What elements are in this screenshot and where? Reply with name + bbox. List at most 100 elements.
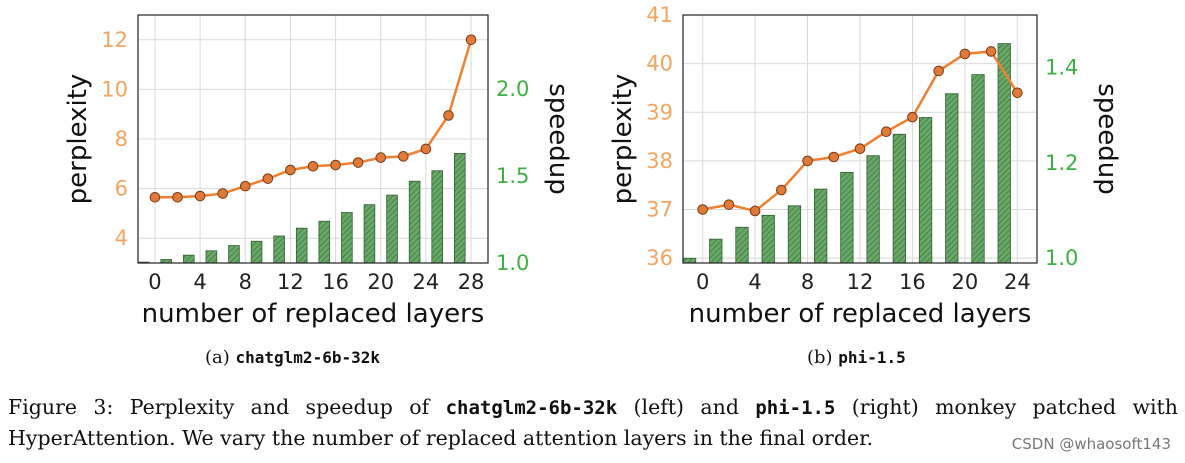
chart-a-perplexity-point — [217, 188, 228, 199]
chart-a-speedup-bar — [363, 204, 376, 264]
subplot-caption-a: (a) chatglm2-6b-32k — [205, 347, 380, 368]
chart-b-perplexity-point — [1012, 87, 1023, 99]
chart-b-perplexity-point — [985, 46, 997, 57]
chart-a-speedup-bar — [431, 170, 443, 264]
chart-a-perplexity-point — [443, 110, 454, 121]
chart-a-y-left-tick-label: 12 — [101, 28, 128, 52]
chart-b-speedup-bar — [814, 188, 828, 264]
chart-b-y-left-tick-label: 39 — [646, 100, 673, 124]
chart-a-perplexity-point — [307, 160, 319, 172]
chart-a-x-tick-label: 28 — [458, 270, 485, 294]
chart-b-perplexity-point — [907, 111, 918, 123]
chart-a-x-axis-label: number of replaced layers — [142, 299, 485, 329]
chart-b-speedup-bar — [866, 155, 880, 264]
chart-b-perplexity-point — [828, 151, 840, 163]
caption-b-prefix: (b) — [807, 347, 839, 368]
caption-model-b: phi-1.5 — [755, 397, 836, 419]
chart-b-speedup-bar — [709, 238, 723, 264]
chart-a-perplexity-point — [149, 191, 161, 203]
chart-a-perplexity-point — [172, 191, 183, 203]
chart-a-perplexity-point — [194, 190, 206, 202]
chart-a-y-left-tick-label: 10 — [101, 77, 128, 101]
chart-b-x-tick-label: 4 — [748, 270, 761, 294]
chart-a-x-tick-label: 4 — [193, 270, 206, 294]
caption-a-prefix: (a) — [205, 347, 236, 368]
chart-b-x-tick-label: 12 — [847, 270, 874, 294]
chart-b-x-tick-label: 8 — [801, 270, 814, 294]
chart-a-speedup-bar — [386, 194, 398, 264]
chart-b-y-right-tick-label: 1.2 — [1045, 151, 1078, 175]
chart-a-speedup-bar — [295, 227, 308, 264]
chart-b-perplexity-point — [802, 155, 813, 167]
chart-b-x-axis-label: number of replaced layers — [689, 299, 1032, 329]
caption-text-3: (right) monkey patched with HyperAttenti… — [8, 395, 1178, 450]
chart-b-x-tick-label: 24 — [1004, 270, 1031, 294]
chart-a-speedup-bar — [183, 254, 195, 264]
chart-a-speedup-bar — [318, 220, 331, 264]
chart-b-perplexity-point — [854, 143, 866, 155]
chart-b-speedup-bar — [735, 226, 749, 264]
chart-a-x-tick-label: 0 — [148, 270, 161, 294]
chart-b-plot-frame — [682, 14, 1038, 264]
chart-a-speedup-bar — [205, 250, 218, 264]
chart-a-y-right-tick-label: 1.0 — [496, 251, 529, 275]
caption-model-a: chatglm2-6b-32k — [445, 397, 618, 419]
chart-b-perplexity-point — [697, 204, 708, 215]
figure: 0 4 8 12 16 20 24 28 4 6 8 10 12 1.0 1.5 2.0 number of r… — [63, 3, 1122, 329]
chart-a-speedup-bar — [250, 240, 263, 264]
subplot-caption-b: (b) phi-1.5 — [807, 347, 906, 368]
chart-a-plot-frame — [137, 14, 489, 264]
chart-a-x-tick-label: 16 — [322, 270, 349, 294]
chart-b-y-left-axis-label: perplexity — [608, 74, 638, 205]
chart-a-perplexity-line — [154, 39, 473, 199]
chart-b-x-tick-label: 0 — [696, 270, 709, 294]
chart-a-perplexity-point — [262, 173, 274, 184]
chart-b-perplexity-point — [723, 199, 735, 210]
chart-a-x-tick-label: 24 — [413, 270, 440, 294]
chart-b-perplexity-point — [776, 184, 787, 196]
chart-b-y-left-tick-label: 36 — [646, 246, 673, 270]
caption-a-model: chatglm2-6b-32k — [235, 348, 381, 367]
chart-a-perplexity-point — [398, 151, 409, 162]
chart-b-y-left-tick-label: 41 — [646, 3, 673, 27]
chart-a-perplexity-point — [465, 34, 477, 46]
chart-b-y-left-tick-label: 38 — [646, 149, 673, 173]
caption-text-1: Figure 3: Perplexity and speedup of — [8, 395, 446, 419]
chart-b-y-right-tick-label: 1.4 — [1045, 55, 1078, 79]
chart-a-speedup-bar — [228, 245, 240, 264]
chart-a-speedup-bar — [454, 152, 466, 264]
chart-a-y-right-axis-label: speedup — [543, 83, 573, 195]
chart-b-x-tick-label: 20 — [952, 270, 979, 294]
chart-b-perplexity-point — [880, 126, 892, 138]
chart-a-y-left-tick-label: 8 — [115, 127, 128, 151]
chart-b-speedup-bar — [971, 74, 985, 264]
chart-a-perplexity-point — [330, 159, 341, 171]
chart-a-perplexity-point — [420, 143, 432, 155]
caption-text-2: (left) and — [617, 395, 756, 419]
chart-b-y-right-axis-label: speedup — [1092, 83, 1122, 195]
chart-a-x-tick-label: 8 — [239, 270, 252, 294]
chart-a-perplexity-point — [285, 164, 296, 176]
chart-a-x-tick-label: 12 — [277, 270, 304, 294]
chart-b-x-tick-label: 16 — [899, 270, 926, 294]
chart-a-y-right-tick-label: 1.5 — [496, 164, 529, 188]
chart-b-speedup-bar — [840, 171, 854, 264]
watermark: CSDN @whaosoft143 — [1011, 435, 1171, 453]
chart-b-y-left-tick-label: 40 — [646, 52, 673, 76]
chart-b-speedup-bar — [787, 205, 802, 264]
chart-b-speedup-bar — [682, 257, 697, 264]
chart-a-y-left-axis-label: perplexity — [63, 74, 93, 205]
chart-a-y-right-tick-label: 2.0 — [496, 77, 529, 101]
chart-b-perplexity-point — [959, 48, 971, 60]
figure-caption: Figure 3: Perplexity and speedup of chat… — [8, 392, 1178, 453]
chart-b-speedup-bar — [945, 93, 959, 264]
chart-a-perplexity-point — [352, 157, 364, 168]
chart-a-y-left-tick-label: 4 — [115, 226, 128, 250]
chart-a-perplexity-point — [375, 152, 387, 163]
chart-a-perplexity-point — [239, 180, 251, 192]
chart-a-speedup-bar — [273, 235, 285, 264]
chart-b-speedup-bar — [997, 43, 1011, 264]
chart-b-y-right-tick-label: 1.0 — [1045, 246, 1078, 270]
chart-b-y-left-tick-label: 37 — [646, 198, 673, 222]
